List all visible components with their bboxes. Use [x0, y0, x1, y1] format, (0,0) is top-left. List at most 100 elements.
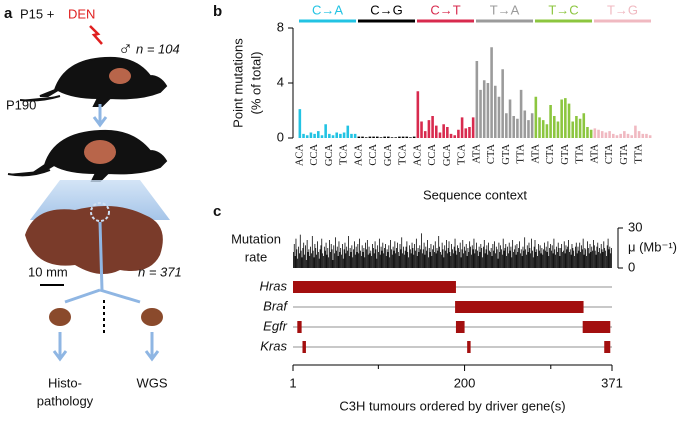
bar: [346, 246, 348, 268]
bar: [607, 238, 609, 268]
driver-bar: [297, 321, 302, 333]
bar: [488, 242, 489, 268]
gene-label: Braf: [263, 298, 288, 313]
bar: [415, 250, 416, 268]
bar: [302, 248, 304, 268]
bar: [572, 248, 574, 268]
bar: [527, 252, 529, 268]
bar: [412, 248, 414, 268]
n-label: n = 104: [136, 41, 180, 56]
bar: [293, 244, 295, 268]
y-tick-label: 4: [277, 74, 284, 89]
bar: [583, 254, 585, 268]
bar: [595, 254, 597, 268]
bar: [597, 129, 600, 138]
bar: [615, 135, 619, 138]
bar: [384, 248, 385, 268]
bar: [438, 236, 440, 268]
bar: [320, 135, 324, 138]
bar: [519, 253, 521, 268]
bar: [648, 135, 652, 138]
panel-label: a: [4, 5, 13, 22]
bar: [589, 129, 593, 138]
bar: [362, 252, 364, 268]
bar: [485, 249, 487, 268]
bar: [380, 246, 382, 268]
bar: [588, 253, 590, 268]
bar: [641, 133, 645, 138]
bar: [563, 241, 565, 268]
bar: [421, 233, 422, 268]
y-axis-label: Point mutations: [230, 38, 245, 128]
bar: [409, 245, 410, 268]
bar: [310, 246, 311, 268]
x-tick-label: ACA: [412, 144, 423, 167]
bar: [587, 241, 588, 268]
bar: [406, 241, 408, 268]
bar: [374, 241, 376, 268]
bar: [610, 253, 612, 268]
bar: [585, 249, 587, 268]
bar: [391, 249, 392, 268]
bar: [536, 249, 538, 268]
bar: [335, 250, 337, 268]
bar: [551, 245, 553, 268]
bar: [411, 242, 413, 268]
bar: [544, 242, 545, 268]
bar: [445, 250, 446, 268]
bar: [599, 253, 601, 268]
bar: [508, 242, 510, 268]
bar: [601, 249, 603, 268]
bar: [439, 246, 440, 268]
bar: [345, 253, 347, 268]
bar: [516, 118, 519, 138]
bar: [386, 249, 388, 268]
bar: [398, 136, 401, 138]
bar: [604, 248, 606, 268]
bar: [470, 254, 472, 268]
bar: [534, 96, 538, 138]
bar: [367, 254, 369, 268]
bar: [446, 253, 448, 268]
bar: [354, 241, 355, 268]
bar: [511, 257, 513, 268]
x-tick-label: 371: [601, 375, 623, 390]
x-tick-label: GCA: [442, 144, 453, 167]
bar: [297, 258, 299, 268]
bar: [556, 252, 558, 268]
bar: [307, 252, 309, 268]
bar: [490, 47, 493, 138]
bar: [434, 125, 438, 138]
bar: [353, 133, 357, 138]
bar: [478, 246, 480, 268]
bar: [503, 250, 505, 268]
bar: [489, 252, 491, 268]
bar: [401, 136, 405, 138]
bar: [587, 248, 589, 268]
bar: [619, 133, 622, 138]
bar: [295, 238, 297, 268]
bar: [394, 241, 396, 268]
driver-bar: [455, 301, 584, 313]
bar: [606, 245, 608, 268]
bar: [296, 249, 298, 268]
bar: [351, 245, 353, 268]
bar: [410, 253, 412, 268]
bar: [545, 246, 547, 268]
bar: [600, 131, 604, 138]
bar: [446, 127, 449, 138]
x-tick-label: 200: [454, 375, 476, 390]
group-label: C→T: [430, 2, 460, 17]
bar: [556, 246, 557, 268]
bar: [392, 246, 394, 268]
bar: [434, 241, 436, 268]
bar: [444, 245, 446, 268]
bar: [586, 256, 587, 268]
bar: [512, 240, 514, 268]
bar: [541, 120, 545, 138]
bar: [480, 244, 482, 268]
bar: [335, 237, 336, 268]
bar: [566, 249, 568, 268]
bolt: [89, 25, 103, 45]
bar: [416, 256, 418, 268]
